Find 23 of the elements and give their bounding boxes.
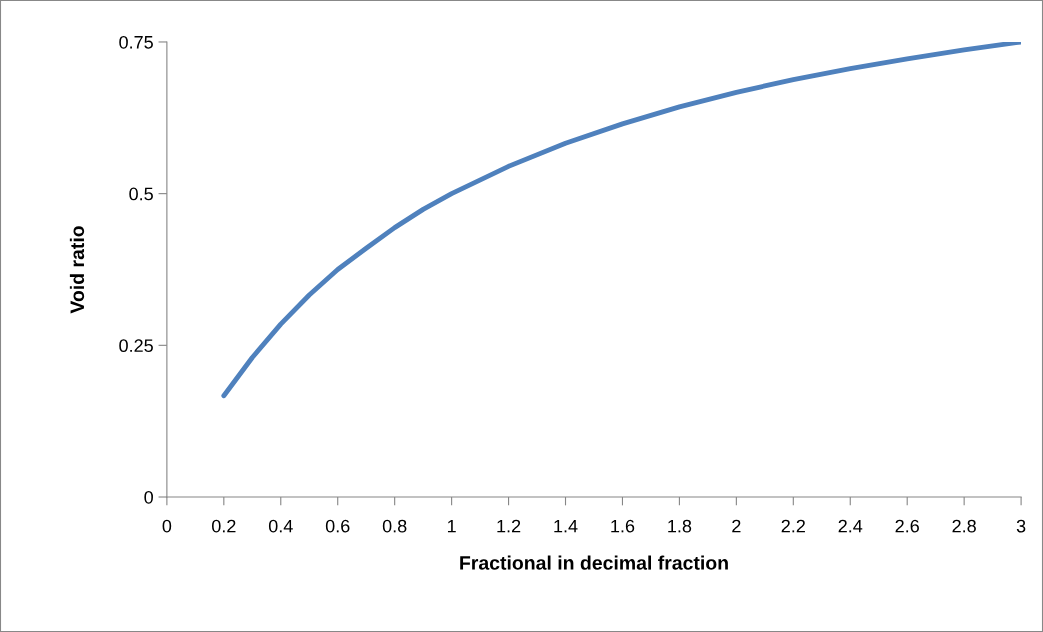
x-tick-label: 0 [162, 519, 172, 533]
x-tick-label: 1.2 [497, 519, 521, 533]
x-tick-label: 2.8 [952, 519, 976, 533]
y-tick-label: 0.5 [129, 187, 153, 201]
x-tick-label: 2.4 [838, 519, 863, 533]
x-axis-title: Fractional in decimal fraction [460, 555, 728, 570]
x-tick-label: 0.8 [382, 519, 407, 533]
x-tick-label: 2 [732, 519, 741, 533]
x-tick-label: 2.6 [895, 519, 919, 533]
y-tick-label: 0 [144, 490, 153, 504]
x-tick-label: 0.2 [211, 519, 236, 533]
x-tick-label: 3 [1016, 519, 1026, 533]
x-tick-label: 2.2 [781, 519, 805, 533]
x-tick-label: 1.4 [554, 519, 578, 533]
x-tick-label: 0.4 [268, 519, 293, 533]
y-axis-title: Void ratio [69, 226, 85, 314]
x-tick-label: 0.6 [325, 519, 350, 533]
y-tick-label: 0.75 [119, 35, 153, 49]
y-tick-label: 0.25 [119, 339, 153, 353]
x-tick-label: 1.6 [611, 519, 635, 533]
x-tick-label: 1.8 [668, 519, 692, 533]
line-series [221, 41, 1022, 399]
x-tick-label: 1 [447, 519, 456, 533]
